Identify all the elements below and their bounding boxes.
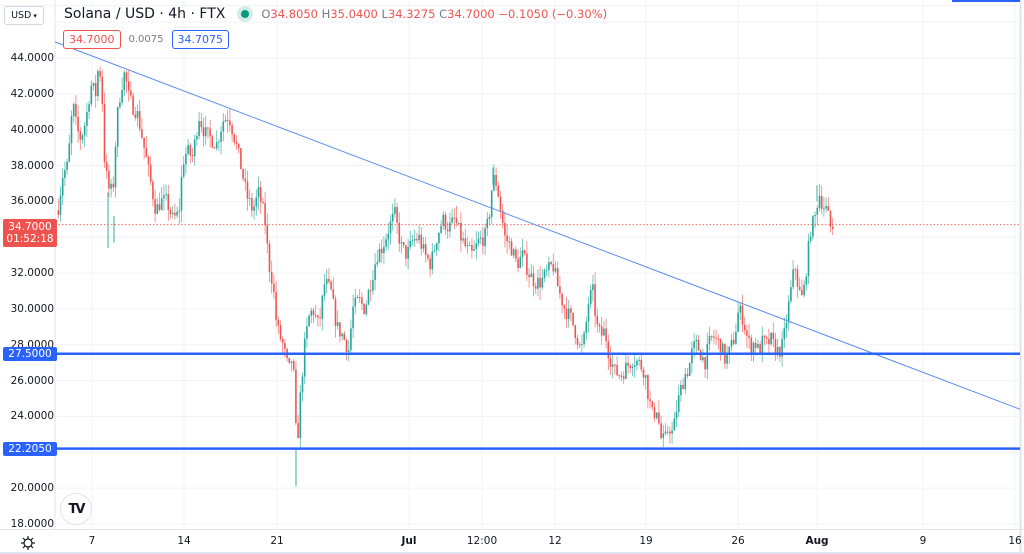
open-label: O: [261, 7, 271, 21]
price-axis-label: 32.0000: [10, 267, 54, 280]
logo-text: TV: [68, 501, 86, 517]
countdown-timer: 01:52:18: [6, 233, 54, 245]
chevron-down-icon: ▾: [33, 11, 37, 20]
quote-row: 34.7000 0.0075 34.7075: [63, 30, 229, 49]
descending-trendline: [54, 41, 1021, 410]
price-axis-label: 40.0000: [10, 123, 54, 136]
symbol-legend: Solana / USD · 4h · FTX O34.8050 H35.040…: [64, 6, 607, 22]
candlestick-series[interactable]: [57, 66, 834, 448]
price-axis-label: 30.0000: [10, 302, 54, 315]
close-value: 34.7000: [447, 7, 495, 21]
time-axis-label: 7: [88, 535, 96, 547]
market-open-status-icon: [237, 6, 254, 22]
currency-selector-button[interactable]: USD ▾: [4, 6, 44, 25]
time-axis-label: Jul: [401, 535, 417, 547]
change-value: −0.1050 (−0.30%): [498, 7, 608, 21]
time-axis-label: 12:00: [466, 535, 498, 547]
price-axis-label: 26.0000: [10, 374, 54, 387]
time-axis-label: 16: [1008, 535, 1022, 547]
ohlc-values: O34.8050 H35.0400 L34.3275 C34.7000 −0.1…: [261, 7, 607, 21]
high-value: 35.0400: [330, 7, 378, 21]
low-label: L: [381, 7, 388, 21]
price-axis-label: 24.0000: [10, 410, 54, 423]
high-label: H: [321, 7, 331, 21]
symbol-title[interactable]: Solana / USD · 4h · FTX: [64, 6, 226, 22]
currency-label: USD: [11, 10, 32, 21]
last-price-tag: 34.7000 01:52:18: [3, 219, 57, 247]
time-axis-label: 9: [919, 535, 927, 547]
price-axis-label: 38.0000: [10, 159, 54, 172]
toolbar-edge-highlight: [952, 0, 1020, 2]
close-label: C: [439, 7, 448, 21]
buy-price-button[interactable]: 34.7075: [171, 30, 229, 49]
time-axis-label: 19: [639, 535, 653, 547]
time-axis-label: 12: [548, 535, 562, 547]
price-axis-label: 42.0000: [10, 87, 54, 100]
last-price-value: 34.7000: [8, 221, 52, 233]
level-tag-lower: 22.2050: [3, 442, 57, 456]
price-axis-label: 18.0000: [10, 518, 54, 530]
time-axis-label: Aug: [805, 535, 829, 547]
low-value: 34.3275: [387, 7, 436, 21]
level-tag-upper: 27.5000: [3, 347, 57, 361]
time-axis-label: 14: [177, 535, 191, 547]
sell-price-button[interactable]: 34.7000: [63, 30, 121, 49]
price-axis-label: 44.0000: [10, 52, 54, 64]
time-axis-label: 21: [270, 535, 284, 547]
tradingview-logo-icon[interactable]: TV: [60, 493, 92, 525]
open-value: 34.8050: [270, 7, 318, 21]
time-axis-label: 26: [731, 535, 745, 547]
spread-value: 0.0075: [128, 34, 164, 45]
price-axis-label: 36.0000: [10, 195, 54, 208]
settings-gear-icon[interactable]: [20, 535, 36, 551]
price-axis-label: 20.0000: [10, 482, 54, 495]
